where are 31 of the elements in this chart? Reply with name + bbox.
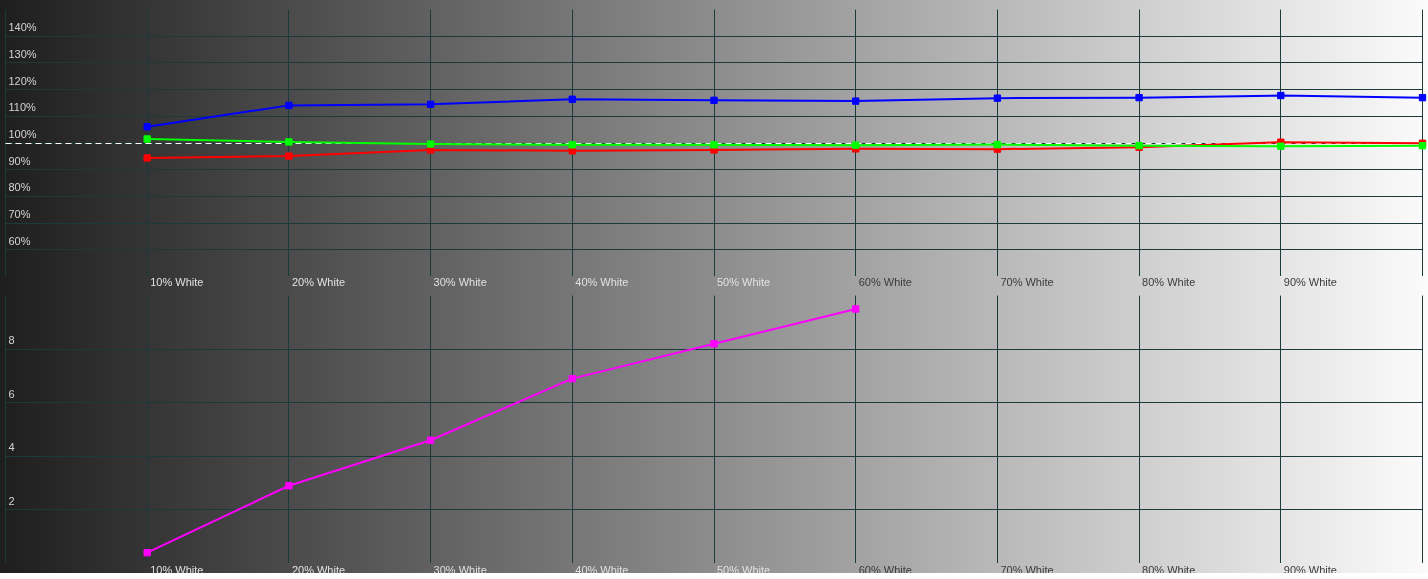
x-tick-label: 20% White [291,563,346,576]
x-tick-label: 30% White [433,275,487,288]
y-tick-label: 4 [8,441,15,454]
y-tick-label: 130% [8,47,37,60]
x-tick-label: 10% White [150,563,204,576]
x-tick-label: 30% White [433,563,487,576]
y-tick-label: 140% [8,21,37,34]
x-tick-label: 80% White [1142,563,1196,576]
y-tick-label: 110% [8,101,37,114]
x-tick-label: 50% White [717,563,771,576]
y-tick-label: 2 [8,494,15,507]
x-tick-label: 50% White [717,275,771,288]
x-tick-label: 70% White [1000,563,1054,576]
y-tick-label: 8 [8,334,15,347]
x-tick-label: 90% White [1283,275,1337,288]
y-tick-label: 90% [8,154,31,167]
y-tick-label: 120% [8,74,37,87]
x-tick-label: 60% White [858,275,912,288]
x-tick-label: 20% White [291,275,346,288]
y-tick-label: 6 [8,387,15,400]
y-tick-label: 100% [8,128,37,141]
x-tick-label: 40% White [575,275,629,288]
x-tick-label: 40% White [575,563,629,576]
y-tick-label: 70% [8,208,31,221]
x-tick-label: 80% White [1142,275,1196,288]
x-tick-label: 10% White [150,275,204,288]
y-tick-label: 60% [8,234,31,247]
x-tick-label: 90% White [1283,563,1337,576]
x-tick-label: 60% White [858,563,912,576]
x-tick-label: 70% White [1000,275,1054,288]
y-tick-label: 80% [8,181,31,194]
